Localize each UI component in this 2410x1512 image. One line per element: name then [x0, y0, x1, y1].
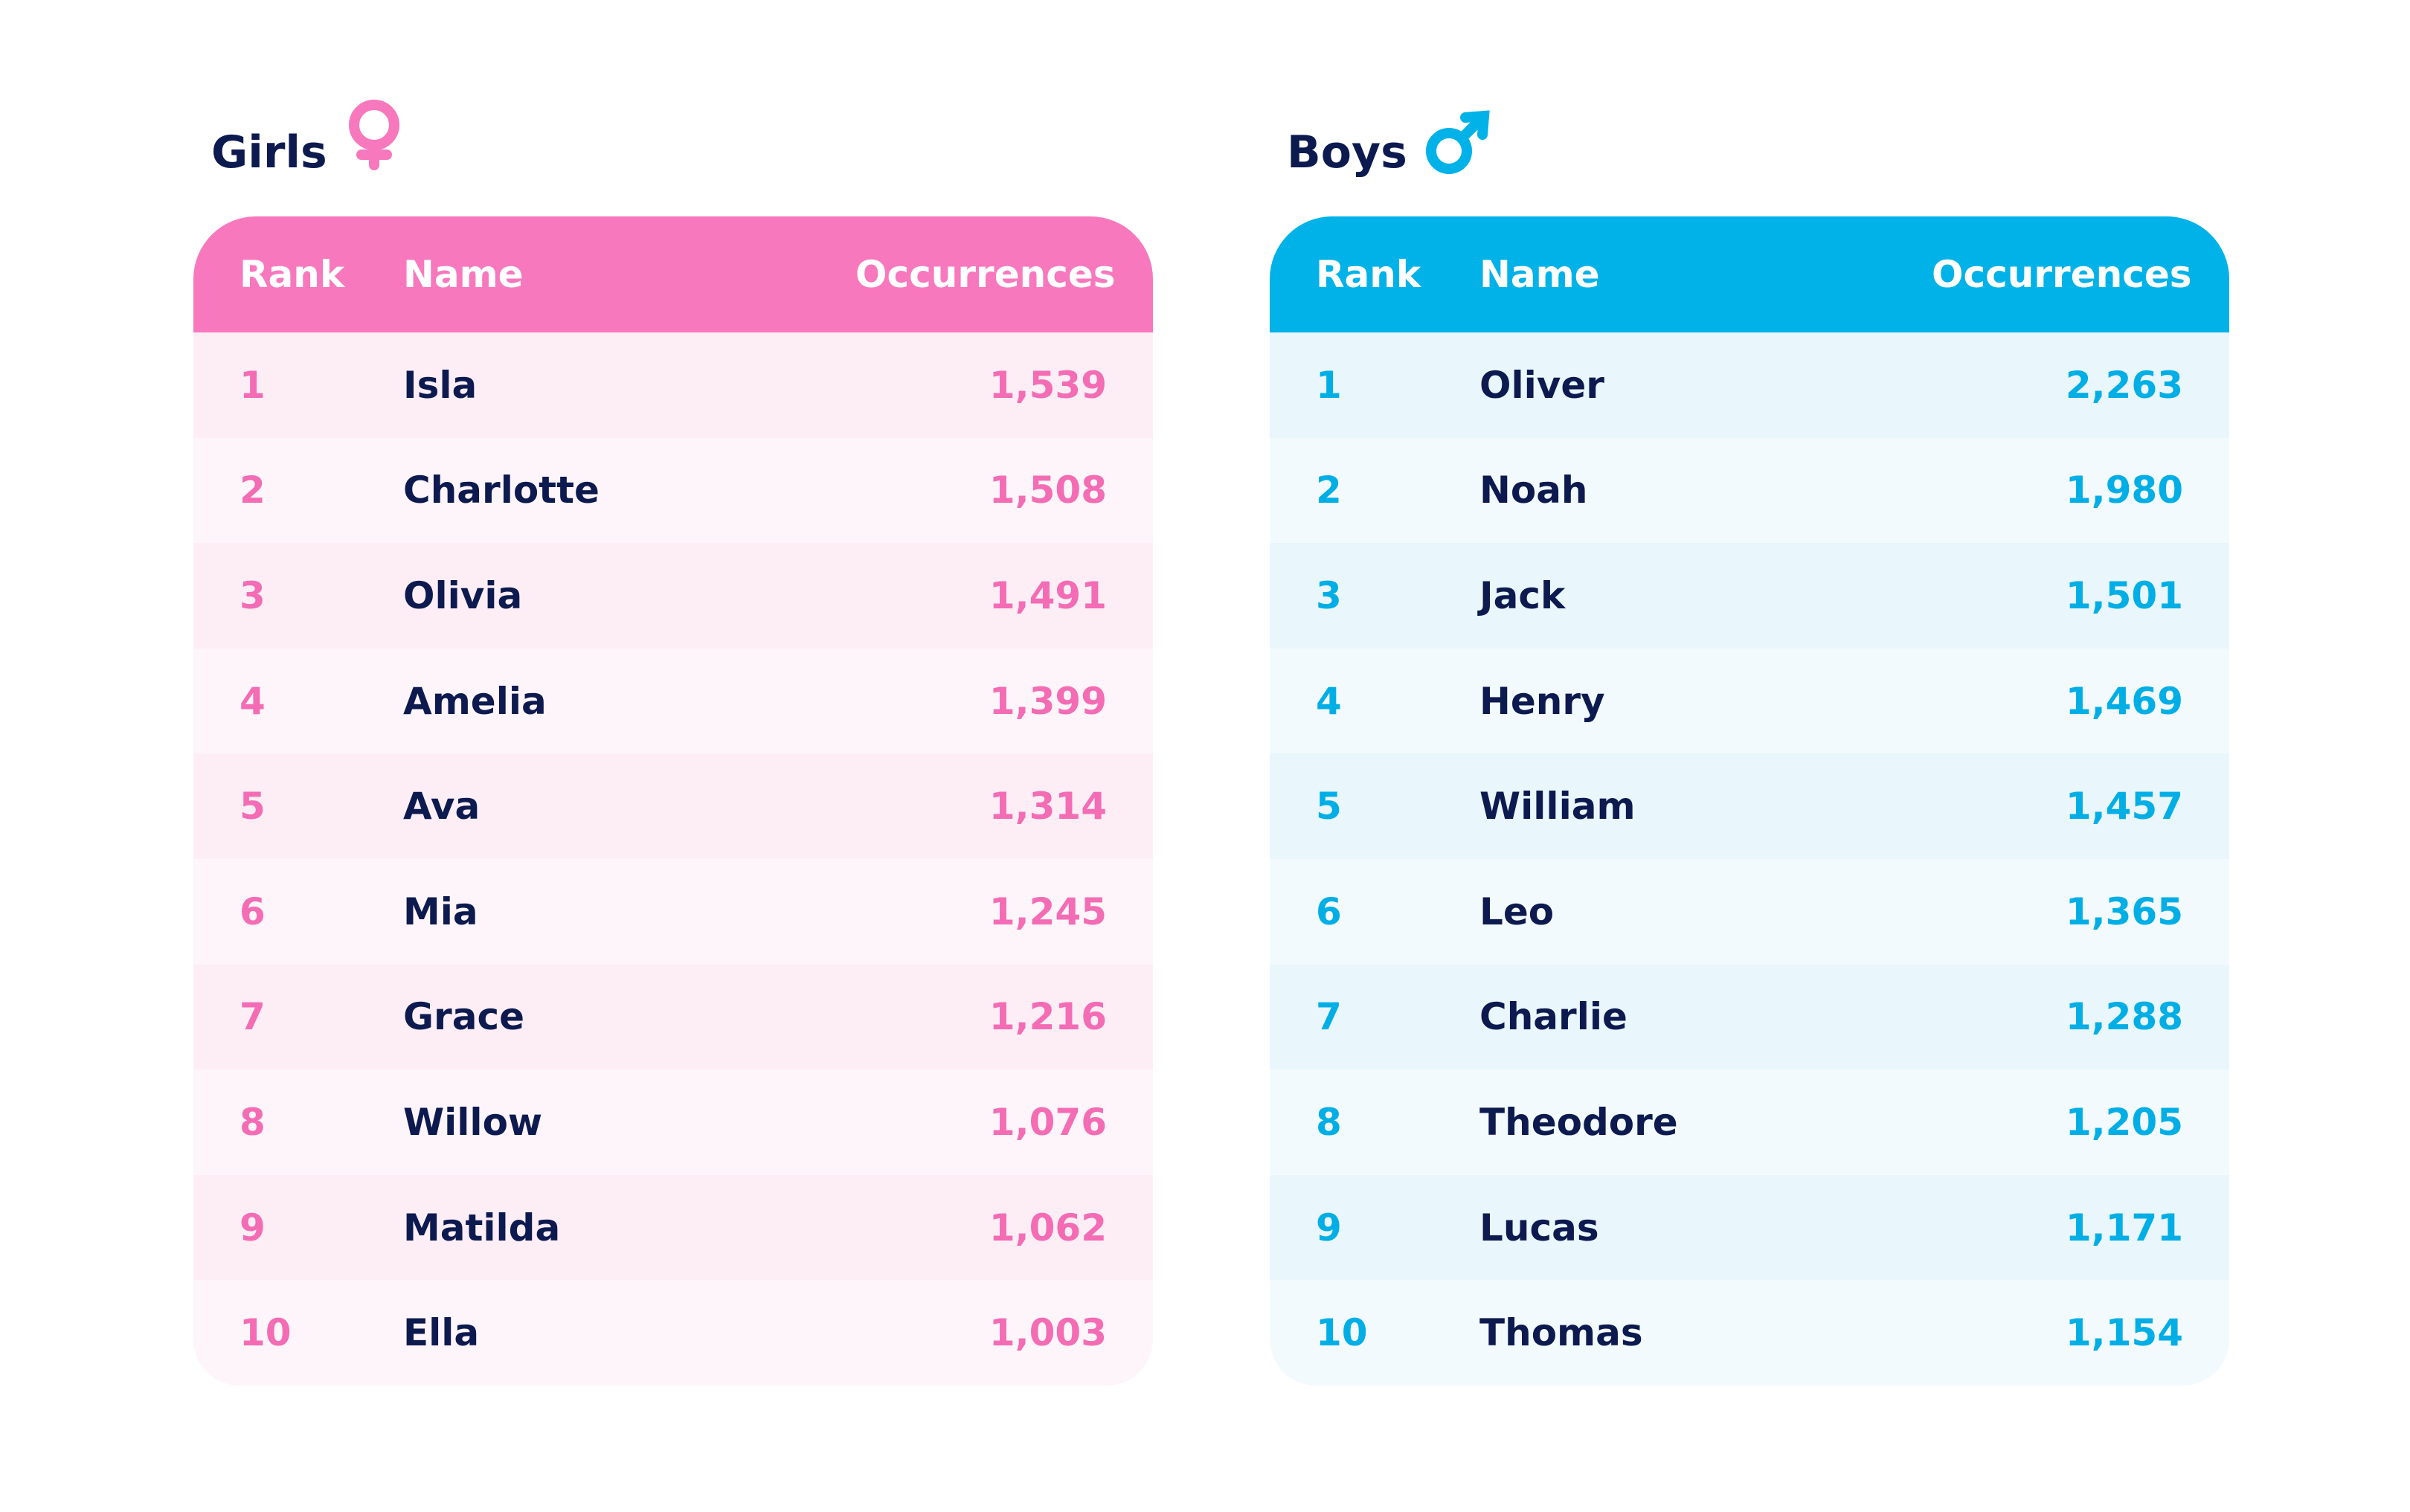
- rank: 9: [240, 1206, 266, 1249]
- name: Oliver: [1479, 363, 1604, 407]
- table-row: 8 Theodore 1,205: [1270, 1069, 2229, 1175]
- name: Thomas: [1479, 1311, 1643, 1355]
- name: Willow: [403, 1100, 543, 1144]
- occurrences: 1,314: [989, 785, 1107, 829]
- column-header: Occurrences: [855, 253, 1116, 296]
- column-header: Occurrences: [1932, 253, 2192, 296]
- column-header: Rank: [1316, 253, 1421, 296]
- girls-table: Rank Name Occurrences 1 Isla 1,539 2 Charlotte 1…: [193, 216, 1153, 1386]
- name: Noah: [1479, 469, 1588, 512]
- rank: 4: [1316, 679, 1342, 723]
- table-row: 9 Lucas 1,171: [1270, 1174, 2229, 1281]
- rank: 4: [240, 679, 266, 723]
- occurrences: 1,469: [2065, 679, 2183, 723]
- name: Ava: [403, 785, 481, 829]
- table-row: 6 Leo 1,365: [1270, 858, 2229, 965]
- boys-title: Boys: [1287, 126, 1407, 178]
- occurrences: 1,491: [989, 573, 1107, 617]
- name: William: [1479, 785, 1636, 829]
- table-row: 10 Ella 1,003: [193, 1280, 1153, 1386]
- icons: [349, 100, 1490, 174]
- name: Charlotte: [403, 469, 600, 512]
- occurrences: 1,457: [2065, 785, 2183, 829]
- name: Isla: [403, 363, 478, 407]
- rank: 1: [1316, 363, 1342, 407]
- table-row: 2 Charlotte 1,508: [193, 437, 1153, 544]
- name: Olivia: [403, 573, 523, 617]
- occurrences: 1,365: [2065, 889, 2183, 933]
- occurrences: 1,288: [2065, 995, 2183, 1039]
- column-header: Name: [403, 253, 524, 296]
- name: Amelia: [403, 679, 547, 723]
- occurrences: 1,216: [989, 995, 1107, 1039]
- table-row: 7 Grace 1,216: [193, 964, 1153, 1070]
- rank: 7: [1316, 995, 1342, 1039]
- rank: 10: [240, 1311, 292, 1355]
- rank: 10: [1316, 1311, 1368, 1355]
- rank: 2: [240, 469, 266, 512]
- table-row: 3 Jack 1,501: [1270, 543, 2229, 649]
- occurrences: 1,062: [989, 1206, 1107, 1249]
- rank: 3: [240, 573, 266, 617]
- occurrences: 1,205: [2065, 1100, 2183, 1144]
- table-row: 6 Mia 1,245: [193, 858, 1153, 965]
- name: Henry: [1479, 679, 1605, 723]
- rank: 5: [1316, 785, 1342, 829]
- name: Lucas: [1479, 1206, 1599, 1249]
- name: Matilda: [403, 1206, 561, 1249]
- boys-table: Rank Name Occurrences 1 Oliver 2,263 2 Noah 1,98…: [1270, 216, 2229, 1386]
- table-row: 7 Charlie 1,288: [1270, 964, 2229, 1070]
- table-row: 1 Isla 1,539: [193, 332, 1153, 438]
- occurrences: 1,154: [2065, 1311, 2183, 1355]
- name: Jack: [1479, 573, 1566, 617]
- table-row: 5 William 1,457: [1270, 753, 2229, 859]
- table-row: 4 Amelia 1,399: [193, 648, 1153, 754]
- rank: 8: [1316, 1100, 1342, 1144]
- rank: 6: [1316, 889, 1342, 933]
- table-row: 1 Oliver 2,263: [1270, 332, 2229, 438]
- header-row: Rank Name Occurrences: [1270, 216, 2229, 332]
- table-row: 10 Thomas 1,154: [1270, 1280, 2229, 1386]
- name: Mia: [403, 889, 478, 933]
- table-row: 5 Ava 1,314: [193, 753, 1153, 859]
- occurrences: 1,980: [2065, 469, 2183, 512]
- name: Theodore: [1479, 1100, 1678, 1144]
- rank: 5: [240, 785, 266, 829]
- table-row: 3 Olivia 1,491: [193, 543, 1153, 649]
- rank: 6: [240, 889, 266, 933]
- rank: 3: [1316, 573, 1342, 617]
- table-row: 2 Noah 1,980: [1270, 437, 2229, 544]
- table-row: 4 Henry 1,469: [1270, 648, 2229, 754]
- rank: 2: [1316, 469, 1342, 512]
- girls-title: Girls: [211, 126, 327, 178]
- name: Charlie: [1479, 995, 1627, 1039]
- table-row: 9 Matilda 1,062: [193, 1174, 1153, 1281]
- occurrences: 1,245: [989, 889, 1107, 933]
- occurrences: 2,263: [2065, 363, 2183, 407]
- occurrences: 1,171: [2065, 1206, 2183, 1249]
- male-icon: [1426, 110, 1490, 174]
- column-header: Name: [1479, 253, 1600, 296]
- occurrences: 1,399: [989, 679, 1107, 723]
- table-row: 8 Willow 1,076: [193, 1069, 1153, 1175]
- column-header: Rank: [240, 253, 345, 296]
- name: Grace: [403, 995, 524, 1039]
- occurrences: 1,003: [989, 1311, 1107, 1355]
- occurrences: 1,508: [989, 469, 1107, 512]
- rank: 1: [240, 363, 266, 407]
- rank: 7: [240, 995, 266, 1039]
- occurrences: 1,539: [989, 363, 1107, 407]
- name: Leo: [1479, 889, 1555, 933]
- name: Ella: [403, 1311, 480, 1355]
- rank: 8: [240, 1100, 266, 1144]
- occurrences: 1,501: [2065, 573, 2183, 617]
- occurrences: 1,076: [989, 1100, 1107, 1144]
- female-icon: [349, 100, 399, 170]
- header-row: Rank Name Occurrences: [193, 216, 1153, 332]
- rank: 9: [1316, 1206, 1342, 1249]
